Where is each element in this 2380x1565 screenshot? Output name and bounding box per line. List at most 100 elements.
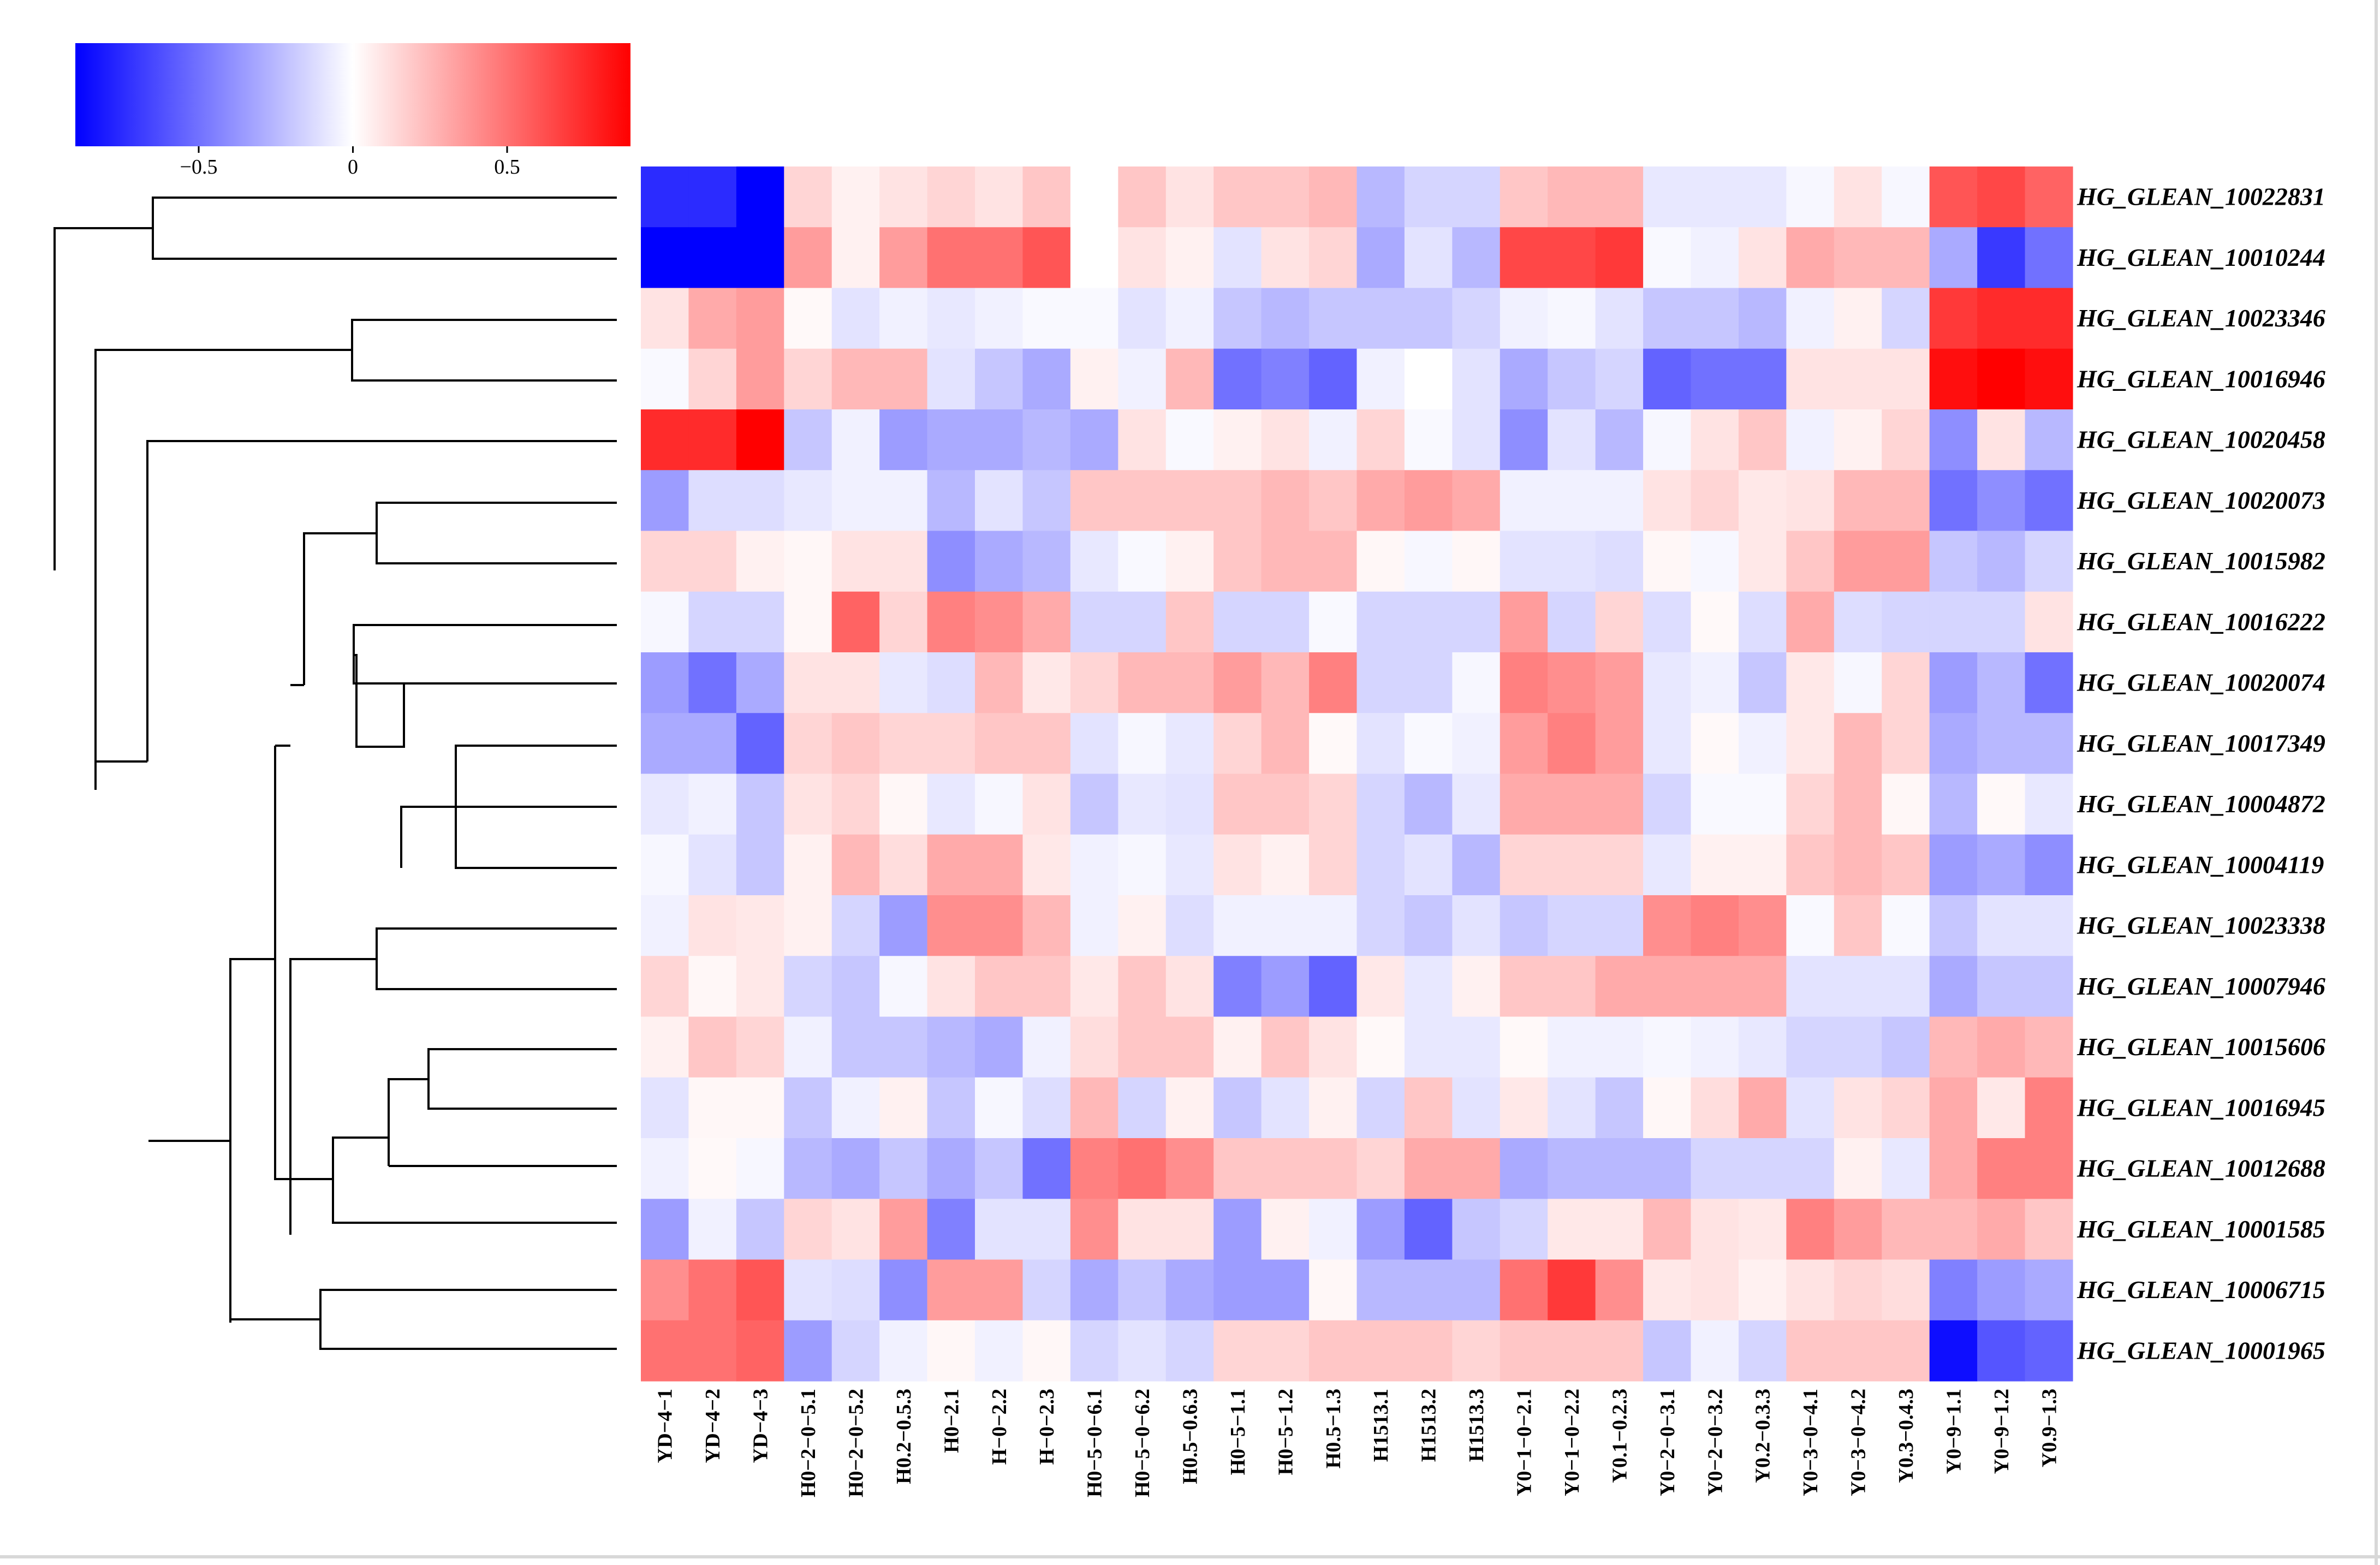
heatmap-cell bbox=[784, 348, 832, 410]
heatmap-cell bbox=[1882, 652, 1930, 713]
heatmap-cell bbox=[927, 895, 975, 956]
heatmap-cell bbox=[1786, 531, 1835, 592]
heatmap-cell bbox=[1834, 956, 1882, 1017]
heatmap-cell bbox=[1165, 956, 1214, 1017]
heatmap-cell bbox=[1070, 470, 1118, 532]
heatmap-cell bbox=[736, 166, 784, 228]
heatmap-cell bbox=[1261, 834, 1310, 896]
heatmap-cell bbox=[1643, 348, 1692, 410]
heatmap-cell bbox=[1261, 956, 1310, 1017]
heatmap-cell bbox=[975, 166, 1024, 228]
heatmap-cell bbox=[1882, 773, 1930, 835]
heatmap-cell bbox=[1118, 773, 1167, 835]
heatmap-cell bbox=[1882, 834, 1930, 896]
row-label: HG_GLEAN_10023338 bbox=[2076, 912, 2325, 939]
heatmap-cell bbox=[688, 531, 737, 592]
heatmap-cell bbox=[1500, 531, 1548, 592]
heatmap-cell bbox=[2025, 1077, 2073, 1139]
heatmap-cell bbox=[1786, 1199, 1835, 1260]
heatmap-cell bbox=[1834, 1016, 1882, 1078]
heatmap-cell bbox=[1882, 1016, 1930, 1078]
heatmap-cell bbox=[1977, 834, 2026, 896]
heatmap-cell bbox=[1261, 1138, 1310, 1199]
heatmap-cell bbox=[736, 348, 784, 410]
heatmap-cell bbox=[831, 531, 880, 592]
heatmap-cell bbox=[1929, 1259, 1978, 1321]
heatmap-cell bbox=[1929, 956, 1978, 1017]
heatmap-cell bbox=[1595, 895, 1644, 956]
heatmap-cell bbox=[1404, 652, 1453, 713]
heatmap-cell bbox=[784, 288, 832, 349]
row-label: HG_GLEAN_10017349 bbox=[2076, 729, 2325, 757]
column-label: H0.5−0.6.3 bbox=[1179, 1389, 1201, 1484]
heatmap-cell bbox=[1165, 1199, 1214, 1260]
heatmap-cell bbox=[1500, 348, 1548, 410]
heatmap-cell bbox=[1404, 409, 1453, 471]
heatmap-cell bbox=[1691, 1199, 1739, 1260]
heatmap-cell bbox=[1118, 652, 1167, 713]
heatmap-cell bbox=[1118, 409, 1167, 471]
heatmap-cell bbox=[831, 834, 880, 896]
heatmap-cell bbox=[641, 1016, 689, 1078]
heatmap-cell bbox=[1882, 348, 1930, 410]
heatmap-cell bbox=[1070, 409, 1118, 471]
heatmap-cell bbox=[1595, 591, 1644, 653]
heatmap-cell bbox=[1548, 652, 1596, 713]
heatmap-cell bbox=[688, 470, 737, 532]
column-label: Y0−3−0−4.2 bbox=[1847, 1389, 1870, 1496]
heatmap-cell bbox=[1309, 713, 1358, 775]
heatmap-cell bbox=[1118, 348, 1167, 410]
heatmap-cell bbox=[1213, 348, 1262, 410]
heatmap-cell bbox=[975, 895, 1024, 956]
heatmap-cell bbox=[1595, 409, 1644, 471]
heatmap-cell bbox=[975, 1016, 1024, 1078]
heatmap-cell bbox=[1022, 1016, 1071, 1078]
heatmap-cell bbox=[1070, 166, 1118, 228]
heatmap-cell bbox=[1929, 1320, 1978, 1382]
row-label: HG_GLEAN_10016946 bbox=[2076, 365, 2325, 392]
heatmap-cell bbox=[784, 1016, 832, 1078]
heatmap-cell bbox=[1929, 591, 1978, 653]
heatmap-cell bbox=[1548, 531, 1596, 592]
heatmap-cell bbox=[1356, 1077, 1405, 1139]
heatmap-cell bbox=[1404, 713, 1453, 775]
heatmap-cell bbox=[879, 227, 928, 289]
row-label: HG_GLEAN_10023346 bbox=[2076, 304, 2325, 332]
heatmap-cell bbox=[1165, 348, 1214, 410]
column-label: YD−4−3 bbox=[749, 1389, 772, 1463]
heatmap-cell bbox=[641, 895, 689, 956]
heatmap-cell bbox=[879, 1138, 928, 1199]
heatmap-cell bbox=[1691, 1138, 1739, 1199]
heatmap-cell bbox=[1500, 409, 1548, 471]
heatmap-cell bbox=[641, 409, 689, 471]
heatmap-cell bbox=[1165, 531, 1214, 592]
heatmap-cell bbox=[1786, 895, 1835, 956]
column-label: H0.5−1.3 bbox=[1322, 1389, 1345, 1468]
heatmap-cell bbox=[641, 166, 689, 228]
heatmap-cell bbox=[641, 1077, 689, 1139]
heatmap-cell bbox=[1022, 591, 1071, 653]
heatmap-cell bbox=[831, 1320, 880, 1382]
heatmap-cell bbox=[736, 591, 784, 653]
heatmap-cell bbox=[1452, 956, 1501, 1017]
heatmap-cell bbox=[1165, 166, 1214, 228]
heatmap-cell bbox=[1643, 1259, 1692, 1321]
heatmap-cell bbox=[879, 713, 928, 775]
heatmap-cell bbox=[1261, 773, 1310, 835]
heatmap-cell bbox=[927, 227, 975, 289]
heatmap-cell bbox=[1595, 1138, 1644, 1199]
heatmap-cell bbox=[641, 1259, 689, 1321]
heatmap-cell bbox=[927, 531, 975, 592]
row-label: HG_GLEAN_10004119 bbox=[2076, 850, 2324, 878]
row-label: HG_GLEAN_10004872 bbox=[2076, 790, 2325, 818]
heatmap-cell bbox=[1834, 227, 1882, 289]
heatmap-cell bbox=[1022, 1138, 1071, 1199]
heatmap-cell bbox=[975, 288, 1024, 349]
column-label: H0−2−0−5.1 bbox=[797, 1389, 820, 1497]
heatmap-cell bbox=[1548, 834, 1596, 896]
heatmap-cell bbox=[1404, 1199, 1453, 1260]
column-label: YD−4−2 bbox=[701, 1389, 724, 1463]
heatmap-cell bbox=[1786, 1259, 1835, 1321]
heatmap-cell bbox=[831, 227, 880, 289]
heatmap-cell bbox=[2025, 1320, 2073, 1382]
